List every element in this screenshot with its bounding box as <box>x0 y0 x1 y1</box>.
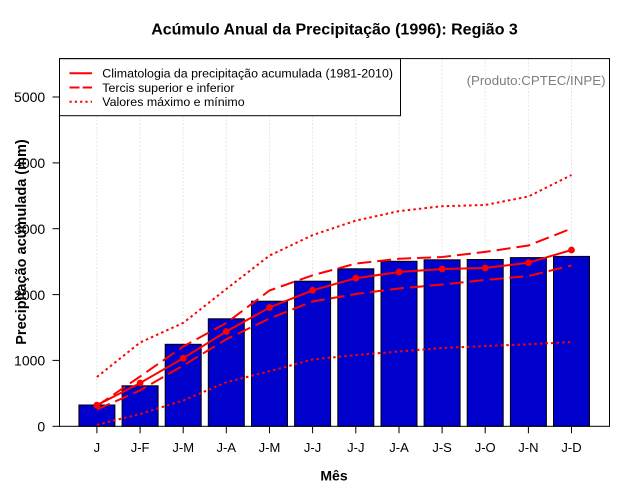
svg-text:(Produto:CPTEC/INPE): (Produto:CPTEC/INPE) <box>467 73 606 88</box>
svg-text:J-J: J-J <box>347 440 364 455</box>
svg-text:J-S: J-S <box>432 440 452 455</box>
svg-text:5000: 5000 <box>14 89 45 105</box>
svg-text:J: J <box>94 440 101 455</box>
svg-text:J-J: J-J <box>304 440 321 455</box>
svg-text:J-O: J-O <box>475 440 496 455</box>
svg-text:2000: 2000 <box>14 287 45 303</box>
svg-text:J-F: J-F <box>131 440 150 455</box>
svg-text:3000: 3000 <box>14 221 45 237</box>
svg-text:Tercis superior e inferior: Tercis superior e inferior <box>102 81 234 95</box>
svg-text:J-M: J-M <box>259 440 281 455</box>
svg-text:Acúmulo Anual da Precipitação: Acúmulo Anual da Precipitação (1996): Re… <box>151 21 518 38</box>
svg-text:Climatologia da precipitação a: Climatologia da precipitação acumulada (… <box>102 67 393 81</box>
svg-text:J-M: J-M <box>172 440 194 455</box>
svg-text:4000: 4000 <box>14 155 45 171</box>
svg-text:J-A: J-A <box>217 440 237 455</box>
svg-text:Valores máximo e mínimo: Valores máximo e mínimo <box>102 95 244 109</box>
svg-text:Precipitação acumulada (mm): Precipitação acumulada (mm) <box>14 139 30 345</box>
svg-text:1000: 1000 <box>14 353 45 369</box>
svg-text:J-A: J-A <box>389 440 409 455</box>
svg-text:0: 0 <box>37 419 45 435</box>
svg-text:J-N: J-N <box>518 440 538 455</box>
svg-text:Mês: Mês <box>320 468 347 484</box>
svg-text:J-D: J-D <box>561 440 581 455</box>
